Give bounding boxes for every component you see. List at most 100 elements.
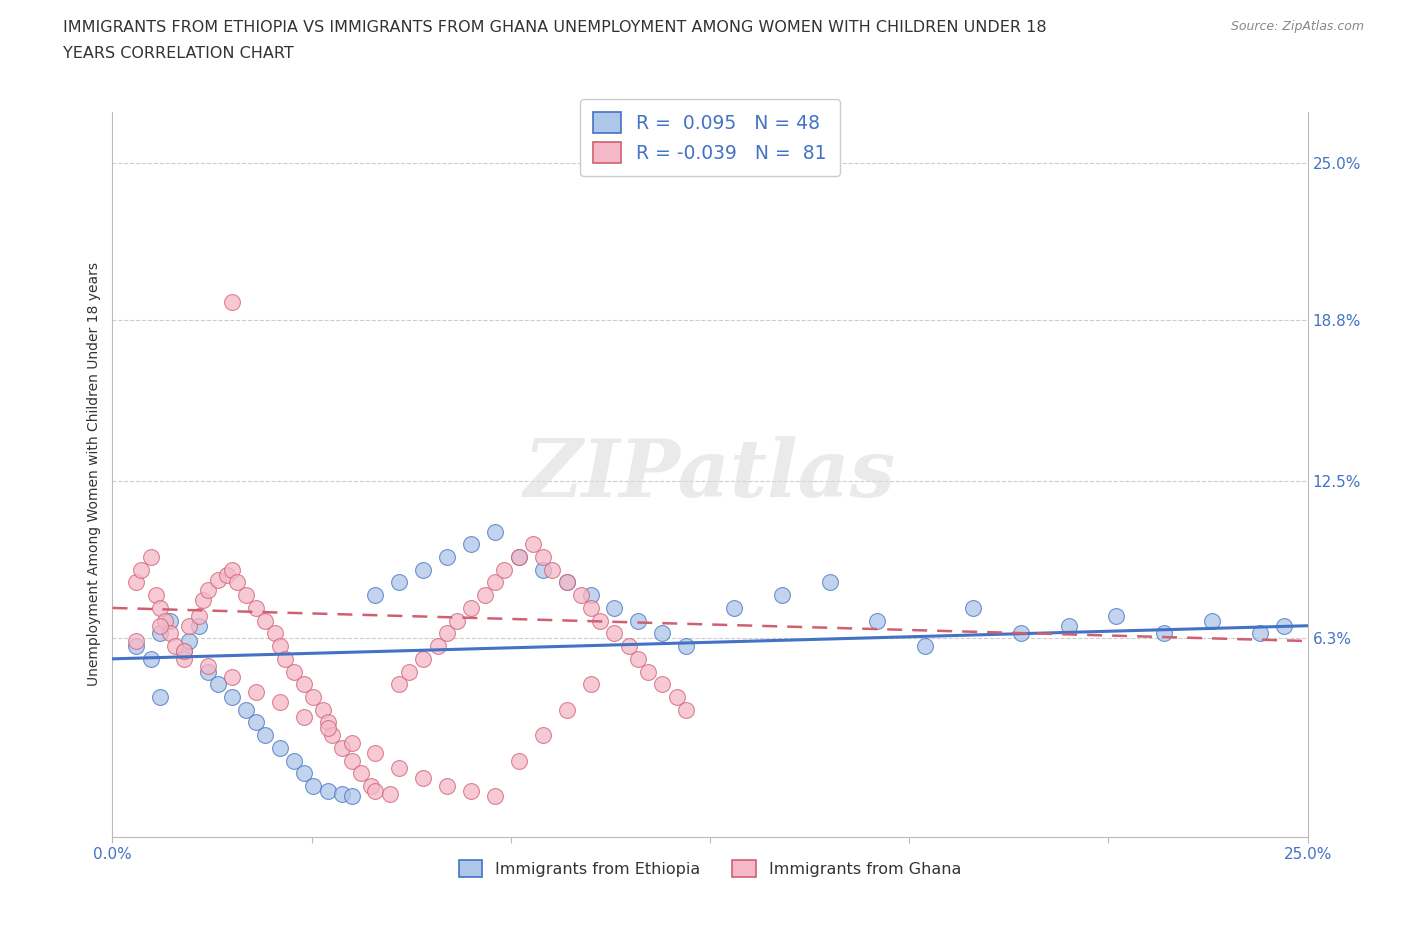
Point [221,670,243,684]
Point [173,651,195,666]
Point [221,563,243,578]
Point [770,588,793,603]
Point [364,746,387,761]
Y-axis label: Unemployment Among Women with Children Under 18 years: Unemployment Among Women with Children U… [87,262,101,686]
Point [378,786,401,801]
Point [665,689,688,704]
Point [153,613,176,628]
Point [302,778,325,793]
Point [340,789,363,804]
Point [579,677,602,692]
Point [508,550,530,565]
Point [360,778,382,793]
Point [292,766,315,781]
Point [163,639,186,654]
Point [818,575,841,590]
Point [484,575,506,590]
Point [627,613,650,628]
Point [446,613,468,628]
Point [207,677,229,692]
Point [555,702,578,717]
Point [579,588,602,603]
Point [340,736,363,751]
Point [531,728,554,743]
Point [627,651,650,666]
Point [269,639,291,654]
Point [292,710,315,724]
Point [474,588,496,603]
Point [675,702,697,717]
Point [173,644,195,658]
Text: YEARS CORRELATION CHART: YEARS CORRELATION CHART [63,46,294,61]
Point [225,575,247,590]
Point [1272,618,1295,633]
Point [603,626,626,641]
Point [723,601,745,616]
Point [207,573,229,588]
Point [330,786,353,801]
Point [235,702,257,717]
Point [617,639,640,654]
Point [651,626,673,641]
Point [364,588,387,603]
Point [245,601,267,616]
Point [388,677,411,692]
Point [292,677,315,692]
Point [494,563,516,578]
Point [316,715,339,730]
Point [125,633,148,648]
Point [269,695,291,710]
Point [149,601,172,616]
Point [145,588,167,603]
Point [283,753,305,768]
Point [1201,613,1223,628]
Point [426,639,449,654]
Point [177,618,200,633]
Point [522,537,544,551]
Point [1010,626,1032,641]
Point [541,563,564,578]
Point [364,784,387,799]
Point [129,563,152,578]
Point [321,728,343,743]
Point [388,575,411,590]
Text: Source: ZipAtlas.com: Source: ZipAtlas.com [1230,20,1364,33]
Point [1105,608,1128,623]
Point [508,550,530,565]
Text: IMMIGRANTS FROM ETHIOPIA VS IMMIGRANTS FROM GHANA UNEMPLOYMENT AMONG WOMEN WITH : IMMIGRANTS FROM ETHIOPIA VS IMMIGRANTS F… [63,20,1047,35]
Point [460,537,482,551]
Point [149,618,172,633]
Point [159,613,181,628]
Point [531,563,554,578]
Point [159,626,181,641]
Point [254,728,277,743]
Point [254,613,277,628]
Point [436,626,458,641]
Point [221,295,243,310]
Point [603,601,626,616]
Point [589,613,612,628]
Point [484,789,506,804]
Point [125,575,148,590]
Point [197,659,219,674]
Legend: Immigrants from Ethiopia, Immigrants from Ghana: Immigrants from Ethiopia, Immigrants fro… [453,853,967,884]
Point [508,753,530,768]
Point [914,639,936,654]
Point [177,633,200,648]
Point [675,639,697,654]
Point [340,753,363,768]
Point [312,702,335,717]
Point [221,689,243,704]
Point [187,608,209,623]
Point [264,626,287,641]
Point [173,644,195,658]
Text: ZIPatlas: ZIPatlas [524,435,896,513]
Point [412,771,434,786]
Point [125,639,148,654]
Point [398,664,420,679]
Point [412,651,434,666]
Point [149,689,172,704]
Point [302,689,325,704]
Point [187,618,209,633]
Point [555,575,578,590]
